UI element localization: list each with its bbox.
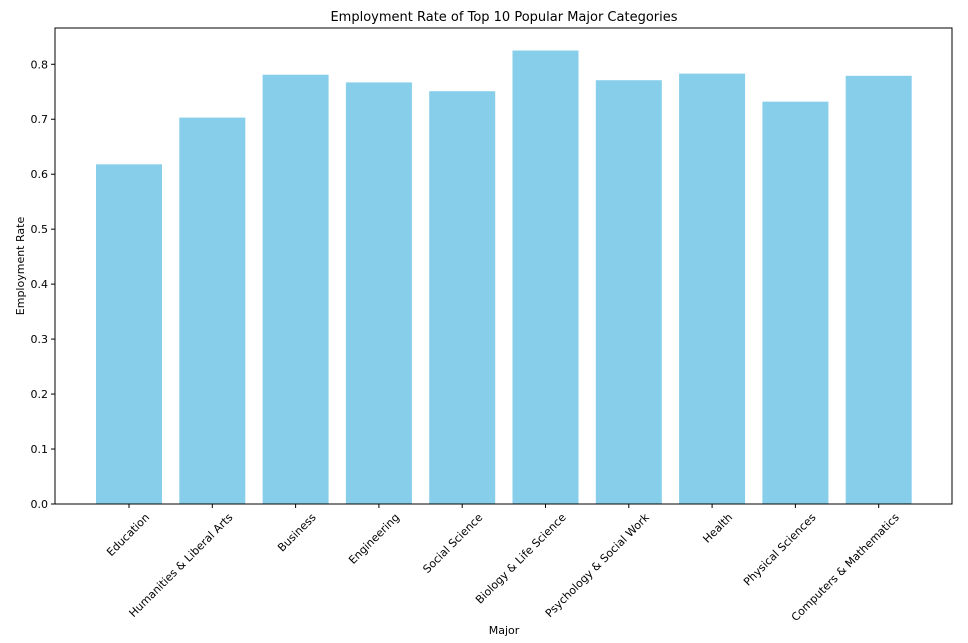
- bar-8: [762, 101, 829, 505]
- y-tick-label-7: 0.7: [31, 113, 49, 126]
- y-tick-label-4: 0.4: [31, 278, 49, 291]
- bar-6: [595, 80, 662, 504]
- x-tick-label-3: Engineering: [346, 511, 402, 567]
- x-tick-label-5: Biology & Life Science: [473, 511, 569, 607]
- y-tick-label-1: 0.1: [31, 443, 49, 456]
- x-tick-label-0: Education: [104, 511, 152, 559]
- bars-group: [96, 50, 912, 505]
- bar-0: [96, 164, 162, 504]
- bar-2: [262, 74, 329, 504]
- bar-5: [512, 50, 579, 504]
- x-axis-label: Major: [489, 624, 520, 637]
- plot-area-frame: [54, 27, 953, 505]
- bar-1: [179, 117, 246, 504]
- bar-7: [679, 73, 746, 504]
- y-tick-label-2: 0.2: [31, 388, 49, 401]
- y-tick-label-5: 0.5: [31, 223, 49, 236]
- chart-title: Employment Rate of Top 10 Popular Major …: [330, 10, 677, 25]
- y-axis-label: Employment Rate: [14, 217, 27, 316]
- bar-3: [345, 82, 412, 504]
- y-tick-label-8: 0.8: [31, 58, 49, 71]
- bar-4: [429, 91, 496, 505]
- y-tick-label-3: 0.3: [31, 333, 49, 346]
- y-tick-label-6: 0.6: [31, 168, 49, 181]
- x-tick-label-7: Health: [700, 511, 735, 546]
- y-tick-label-0: 0.0: [31, 498, 49, 511]
- x-tick-label-4: Social Science: [420, 511, 485, 576]
- x-tick-label-8: Physical Sciences: [741, 511, 819, 589]
- y-axis-ticks: 0.0 0.1 0.2 0.3 0.4 0.5 0.6 0.7 0.8: [31, 58, 55, 511]
- bar-9: [845, 75, 912, 505]
- x-tick-label-2: Business: [275, 511, 319, 555]
